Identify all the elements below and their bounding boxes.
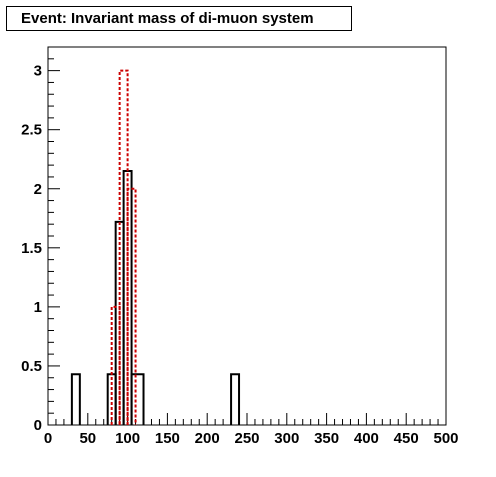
chart-title-box: Event: Invariant mass of di-muon system [6, 6, 352, 31]
dashed-histogram-bin [118, 69, 129, 425]
x-tick-label: 150 [155, 430, 180, 447]
y-tick-label: 2 [34, 181, 42, 198]
y-axis: 0 0.5 1 1.5 2 2.5 3 [21, 46, 60, 434]
y-tick-label: 2.5 [21, 122, 42, 139]
plot-frame [47, 46, 447, 426]
y-tick-label: 0.5 [21, 358, 42, 375]
dashed-histogram-bin [110, 305, 121, 425]
x-tick-label: 450 [394, 430, 419, 447]
dashed-histogram-bin [126, 187, 137, 425]
solid-histogram-bin [230, 373, 241, 425]
x-tick-label: 100 [115, 430, 140, 447]
y-tick-label: 1 [34, 299, 42, 316]
x-tick-label: 300 [274, 430, 299, 447]
solid-histogram-bin [70, 373, 81, 425]
y-tick-label: 0 [34, 417, 42, 434]
x-tick-label: 400 [354, 430, 379, 447]
x-tick-label: 0 [44, 430, 52, 447]
solid-histogram-bin [130, 373, 145, 425]
x-tick-label: 250 [234, 430, 259, 447]
x-tick-label: 350 [314, 430, 339, 447]
series-layer [70, 69, 241, 425]
chart-title: Event: Invariant mass of di-muon system [21, 10, 314, 27]
y-tick-label: 3 [34, 63, 42, 80]
y-tick-label: 1.5 [21, 240, 42, 257]
x-tick-label: 500 [433, 430, 458, 447]
x-tick-label: 200 [195, 430, 220, 447]
x-tick-label: 50 [79, 430, 96, 447]
